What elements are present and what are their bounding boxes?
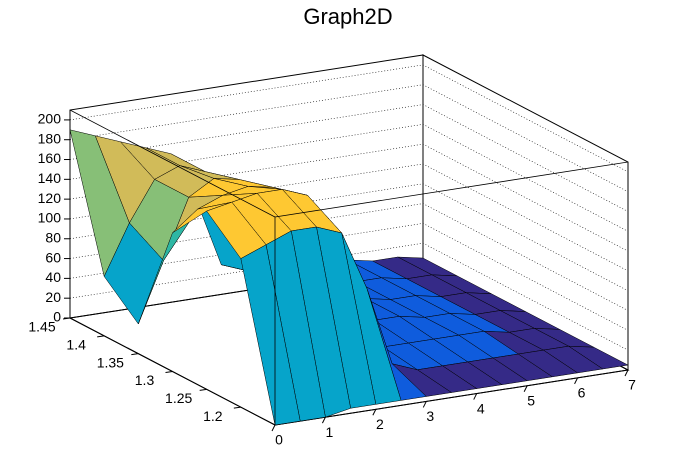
grid-line [69, 64, 629, 173]
z-tick-label: 100 [38, 210, 62, 226]
z-tick-label: 0 [53, 309, 61, 325]
y-tick [97, 335, 105, 338]
grid-line [69, 104, 629, 212]
y-tick-label: 1.35 [97, 354, 124, 370]
z-tick-label: 20 [45, 289, 61, 305]
x-tick-label: 7 [628, 377, 636, 393]
z-tick-label: 120 [38, 190, 62, 206]
y-tick [131, 353, 139, 356]
box-edge [69, 109, 276, 218]
grid-line [69, 84, 629, 192]
y-tick-label: 1.2 [203, 408, 223, 424]
x-tick-label: 2 [376, 416, 384, 432]
grid-line [69, 124, 629, 232]
x-tick-label: 0 [275, 432, 283, 448]
grid-line [69, 163, 629, 272]
grid-line [69, 203, 629, 311]
box-edge [274, 161, 629, 218]
x-tick [624, 369, 629, 377]
surface-cell [240, 244, 301, 426]
x-tick-label: 4 [477, 400, 485, 416]
y-tick [199, 388, 207, 391]
x-tick [574, 377, 579, 385]
z-tick-label: 80 [45, 229, 61, 245]
z-tick-label: 140 [38, 170, 62, 186]
x-tick-label: 5 [527, 392, 535, 408]
z-tick-label: 180 [38, 130, 62, 146]
y-tick [165, 371, 173, 373]
z-tick-label: 160 [38, 150, 62, 166]
x-tick [523, 385, 528, 392]
grid-line [69, 143, 629, 252]
y-tick [233, 406, 241, 409]
z-tick-label: 200 [38, 111, 62, 127]
y-tick-label: 1.3 [135, 372, 155, 388]
y-tick [62, 317, 71, 320]
y-tick-label: 1.4 [66, 337, 86, 353]
x-tick-label: 6 [578, 385, 586, 401]
x-tick-label: 1 [326, 424, 334, 440]
grid-line [69, 183, 629, 292]
x-tick [422, 401, 427, 408]
z-tick-label: 60 [45, 249, 61, 265]
grid-line [69, 242, 629, 351]
z-tick-label: 40 [45, 269, 61, 285]
grid-line [69, 223, 629, 331]
x-tick [372, 409, 377, 416]
y-tick-label: 1.45 [28, 319, 55, 335]
x-tick [473, 393, 478, 400]
y-tick-label: 1.25 [165, 390, 192, 406]
chart-title: Graph2D [303, 4, 392, 29]
x-tick [271, 424, 276, 432]
x-axis [274, 369, 629, 426]
x-tick-label: 3 [426, 408, 434, 424]
x-tick [321, 416, 326, 424]
